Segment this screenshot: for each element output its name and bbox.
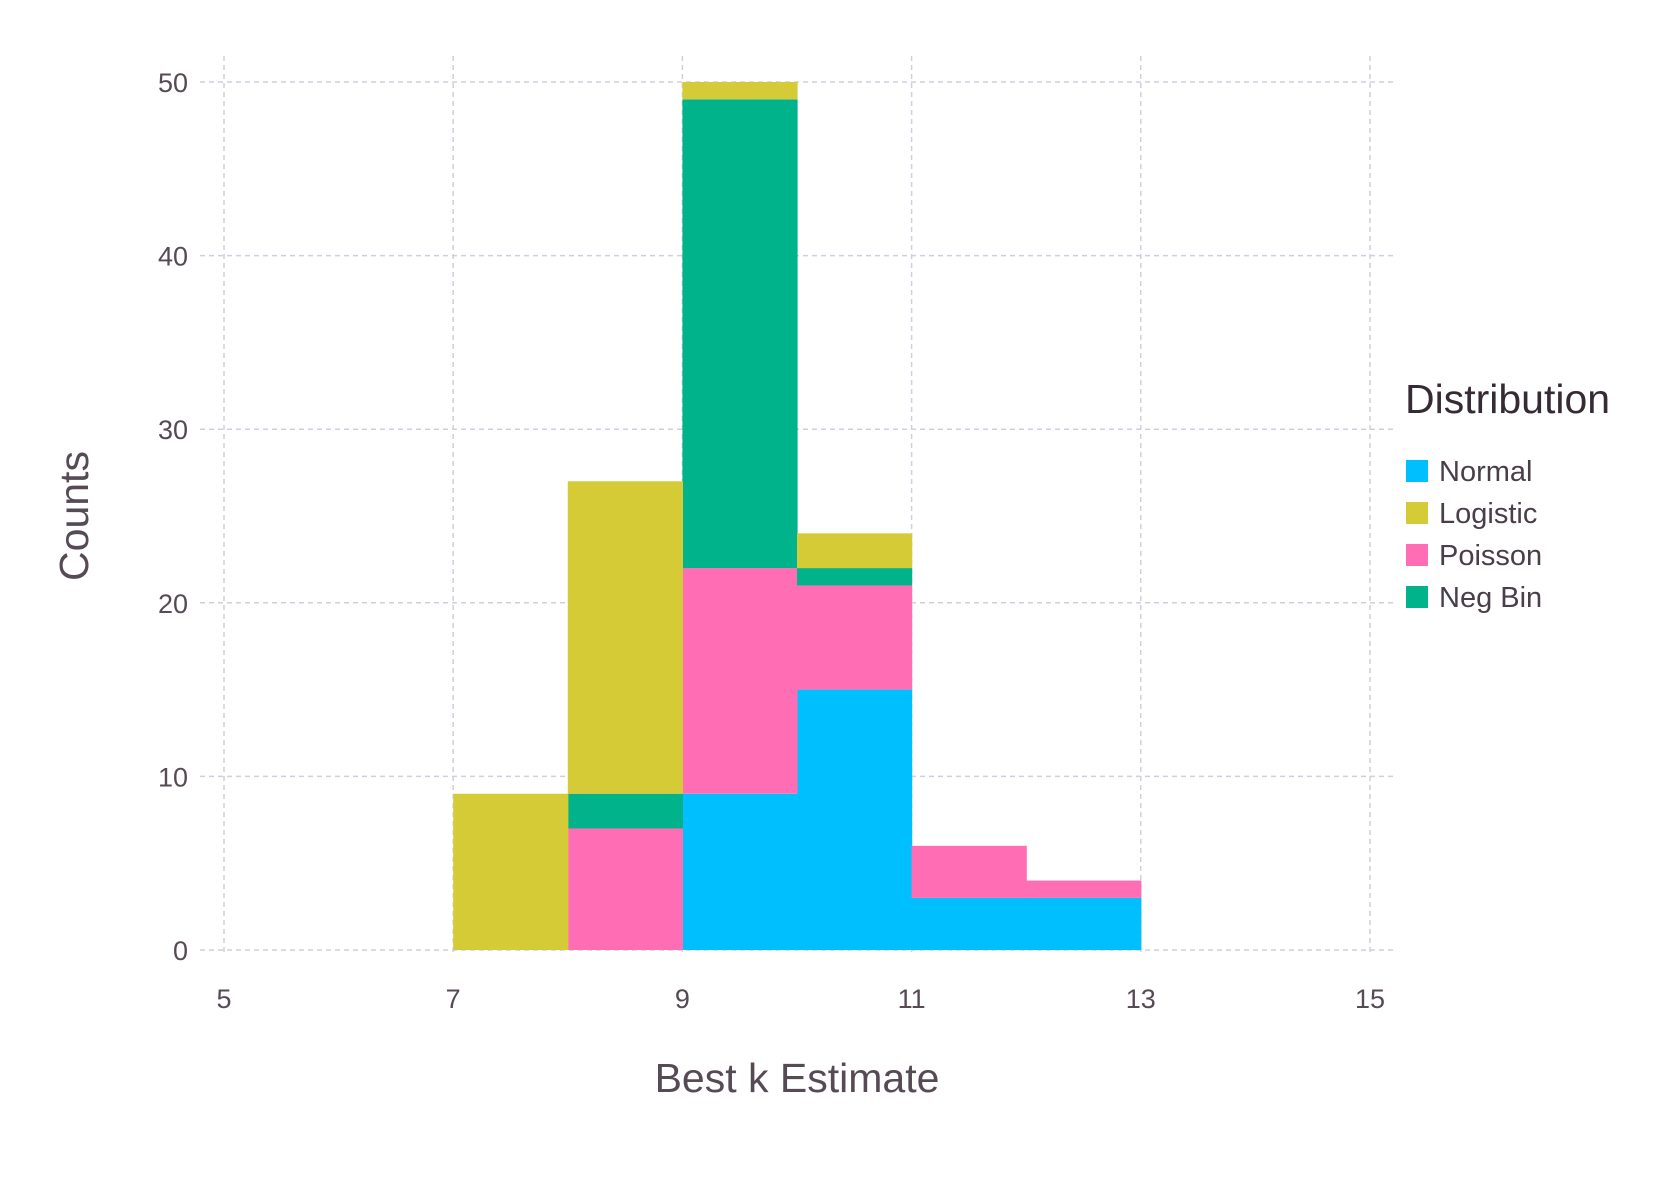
legend-swatch-neg-bin — [1406, 586, 1428, 608]
bar-logistic — [682, 82, 798, 100]
y-axis-title: Counts — [51, 451, 97, 581]
legend-swatch-logistic — [1406, 502, 1428, 524]
legend-label: Poisson — [1439, 540, 1542, 572]
legend-label: Neg Bin — [1439, 582, 1542, 614]
legend: Distribution Normal Logistic Poisson Neg Bi… — [1405, 376, 1610, 614]
bar-neg-bin — [797, 568, 913, 586]
x-tick-label: 13 — [1126, 984, 1156, 1014]
x-tick-label: 5 — [216, 984, 231, 1014]
bar-poisson — [1026, 880, 1142, 898]
bar-poisson — [682, 568, 798, 794]
axis-ticks: 0 10 20 30 40 50 5 7 9 11 13 15 — [158, 68, 1385, 1014]
bar-neg-bin — [682, 99, 798, 569]
histogram-bars — [453, 82, 1142, 950]
y-tick-label: 50 — [158, 68, 188, 98]
y-tick-label: 40 — [158, 242, 188, 272]
bar-poisson — [797, 585, 913, 690]
x-tick-label: 11 — [898, 984, 926, 1014]
legend-label: Logistic — [1439, 498, 1537, 530]
bar-normal — [911, 897, 1027, 950]
legend-title: Distribution — [1405, 376, 1610, 422]
legend-swatch-normal — [1406, 460, 1428, 482]
bar-logistic — [453, 793, 569, 950]
bar-normal — [682, 793, 798, 950]
x-tick-label: 15 — [1355, 984, 1385, 1014]
bar-normal — [1026, 897, 1142, 950]
x-axis-title: Best k Estimate — [655, 1055, 940, 1101]
y-tick-label: 20 — [158, 589, 188, 619]
legend-label: Normal — [1439, 456, 1532, 488]
legend-swatch-poisson — [1406, 544, 1428, 566]
bar-poisson — [911, 845, 1027, 898]
x-tick-label: 9 — [675, 984, 690, 1014]
bar-logistic — [797, 533, 913, 569]
y-tick-label: 30 — [158, 415, 188, 445]
y-tick-label: 0 — [173, 936, 188, 966]
x-tick-label: 7 — [446, 984, 461, 1014]
bar-poisson — [567, 828, 683, 950]
bar-logistic — [567, 481, 683, 794]
bar-neg-bin — [567, 793, 683, 829]
y-tick-label: 10 — [158, 762, 188, 792]
bar-normal — [797, 689, 913, 950]
